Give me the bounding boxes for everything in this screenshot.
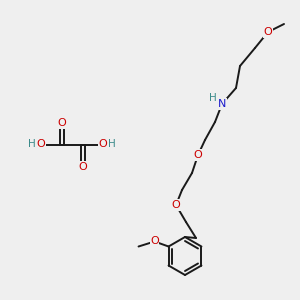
Text: N: N [218, 99, 226, 109]
Text: O: O [79, 162, 87, 172]
Text: H: H [209, 93, 217, 103]
Text: O: O [150, 236, 159, 247]
Text: O: O [58, 118, 66, 128]
Text: O: O [37, 139, 45, 149]
Text: H: H [28, 139, 36, 149]
Text: H: H [108, 139, 116, 149]
Text: O: O [194, 150, 202, 160]
Text: O: O [264, 27, 272, 37]
Text: O: O [99, 139, 107, 149]
Text: O: O [172, 200, 180, 210]
